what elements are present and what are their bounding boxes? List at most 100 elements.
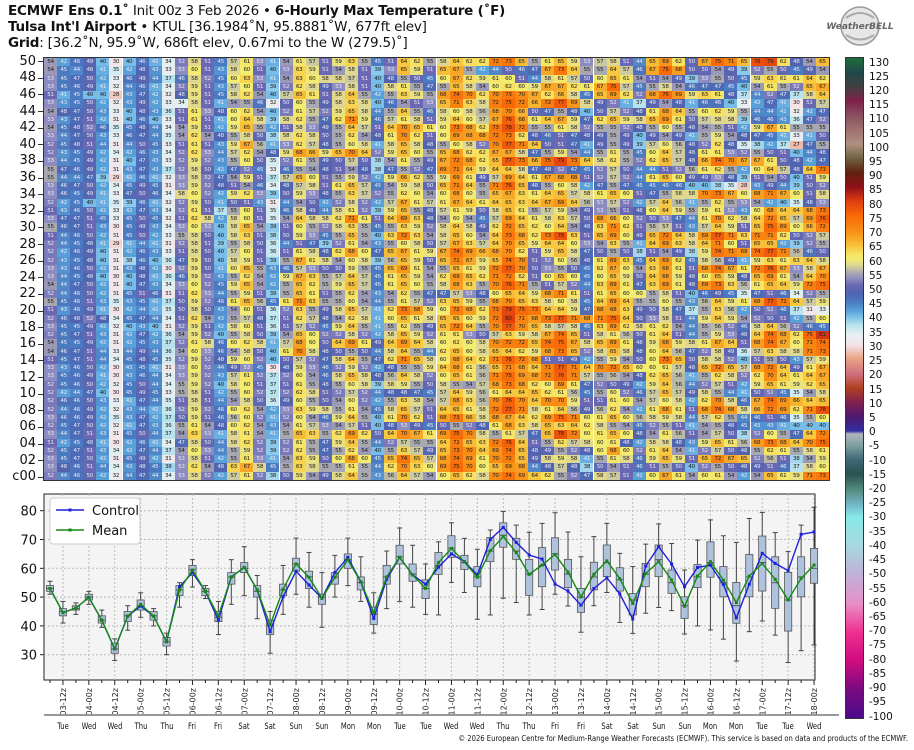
member-cell: 64: [410, 339, 424, 348]
data-point-mean: [812, 563, 816, 567]
member-cell: 59: [698, 248, 712, 257]
member-cell: 68: [593, 306, 607, 315]
member-cell: 46: [632, 66, 646, 75]
member-cell: 45: [580, 165, 594, 174]
member-cell: 74: [541, 339, 555, 348]
member-cell: 44: [685, 413, 699, 423]
member-cell: 65: [488, 463, 502, 472]
member-cell: 71: [515, 140, 529, 149]
member-cell: 50: [318, 339, 332, 348]
member-cell: 49: [83, 339, 97, 348]
member-cell: 40: [214, 256, 228, 265]
member-cell: 50: [174, 297, 188, 307]
member-cell: 60: [698, 471, 712, 480]
member-cell: 52: [815, 182, 829, 191]
member-cell: 54: [344, 165, 358, 174]
member-cell: 59: [515, 331, 529, 340]
member-cell: 67: [724, 264, 738, 274]
member-cell: 51: [174, 215, 188, 224]
member-cell: 41: [685, 99, 699, 108]
member-cell: 55: [358, 471, 372, 480]
member-cell: 42: [57, 388, 71, 398]
member-cell: 50: [750, 388, 764, 398]
member-cell: 49: [318, 99, 332, 108]
member-cell: 30: [266, 364, 280, 373]
member-cell: 57: [789, 215, 803, 224]
member-cell: 43: [57, 306, 71, 315]
member-cell: 57: [672, 149, 686, 158]
member-cell: 48: [475, 289, 489, 298]
member-cell: 47: [70, 281, 84, 290]
member-cell: 58: [711, 347, 725, 356]
member-cell: 44: [214, 364, 228, 373]
member-cell: 45: [645, 182, 659, 191]
member-cell: 59: [815, 455, 829, 464]
member-cell: 65: [462, 273, 476, 282]
member-cell: 44: [214, 438, 228, 447]
member-cell: 54: [384, 289, 398, 298]
member-cell: 65: [292, 430, 306, 439]
member-cell: 54: [423, 264, 437, 274]
member-cell: 69: [606, 297, 620, 307]
member-cell: 51: [279, 223, 293, 232]
data-point-mean: [683, 604, 687, 608]
member-cell: 44: [148, 430, 162, 439]
member-cell: 65: [449, 264, 463, 274]
member-cell: 57: [358, 124, 372, 133]
member-cell: 47: [57, 215, 71, 224]
member-cell: 65: [593, 339, 607, 348]
member-cell: 52: [331, 240, 345, 249]
member-cell: 70: [501, 297, 515, 307]
member-cell: 51: [201, 66, 215, 75]
member-cell: 62: [240, 190, 254, 199]
member-cell: 63: [462, 397, 476, 406]
member-cell: 64: [292, 215, 306, 224]
member-cell: 47: [580, 115, 594, 125]
member-cell: 58: [240, 397, 254, 406]
member-cell: 59: [187, 124, 201, 133]
member-cell: 60: [410, 149, 424, 158]
member-cell: 65: [554, 58, 568, 67]
member-cell: 52: [44, 314, 58, 323]
member-cell: 51: [554, 132, 568, 141]
member-cell: 54: [672, 446, 686, 456]
member-cell: 68: [488, 413, 502, 423]
member-cell: 60: [397, 240, 411, 249]
member-cell: 54: [331, 422, 345, 431]
member-cell: 46: [135, 372, 149, 381]
member-cell: 58: [593, 157, 607, 166]
member-cell: 50: [83, 397, 97, 406]
member-cell: 59: [711, 331, 725, 340]
member-cell: 65: [645, 231, 659, 241]
member-cell: 56: [645, 223, 659, 232]
member-cell: 61: [528, 173, 542, 183]
data-point-mean: [165, 640, 169, 644]
member-cell: 62: [580, 422, 594, 431]
member-cell: 68: [488, 297, 502, 307]
member-cell: 52: [253, 438, 267, 447]
member-cell: 59: [331, 438, 345, 447]
member-cell: 58: [685, 339, 699, 348]
member-cell: 46: [371, 115, 385, 125]
x-tick-label: 16-00z: [706, 688, 715, 715]
member-cell: 51: [358, 66, 372, 75]
member-cell: 44: [214, 149, 228, 158]
member-cell: 61: [279, 297, 293, 307]
member-cell: 69: [698, 281, 712, 290]
member-cell: 59: [344, 173, 358, 183]
member-cell: 64: [763, 165, 777, 174]
member-cell: 34: [161, 82, 175, 92]
member-cell: 58: [331, 223, 345, 232]
member-cell: 50: [83, 364, 97, 373]
member-cell: 61: [645, 322, 659, 332]
member-cell: 63: [305, 273, 319, 282]
member-cell: 61: [711, 149, 725, 158]
member-cell: 61: [344, 405, 358, 414]
legend-marker-mean: [68, 528, 72, 532]
member-cell: 51: [672, 314, 686, 323]
member-cell: 56: [763, 455, 777, 464]
member-cell: 68: [436, 91, 450, 100]
member-cell: 46: [70, 364, 84, 373]
member-cell: 75: [515, 306, 529, 315]
member-cell: 55: [384, 223, 398, 232]
